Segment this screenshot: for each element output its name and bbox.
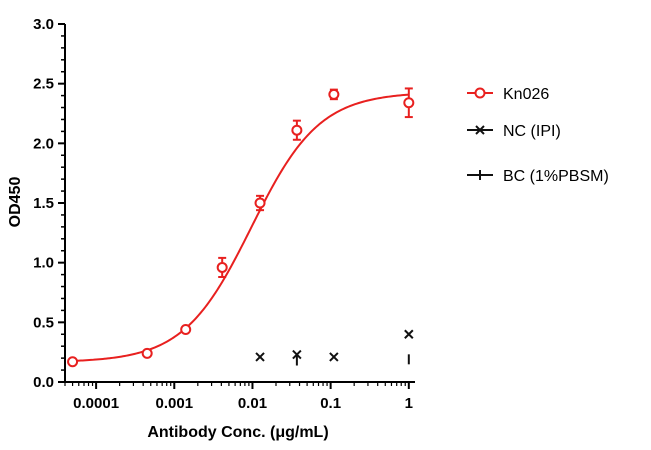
legend-item-nc: NC (IPI) [467,123,561,140]
data-point [404,329,414,339]
data-point [67,356,79,368]
y-axis-title: OD450 [7,177,24,228]
y-tick-label: 3.0 [33,16,54,33]
x-tick-label: 1 [405,395,413,412]
legend-marker-kn026 [474,87,486,99]
legend: Kn026 NC (IPI) BC (1%PBSM) [467,86,609,185]
data-point [216,261,228,273]
y-tick-label: 2.5 [33,76,54,93]
x-tick-label: 0.0001 [73,395,119,412]
series-2 [295,354,410,366]
axes [64,24,415,383]
x-axis-title: Antibody Conc. (μg/mL) [147,424,328,441]
fit-curve [72,93,409,362]
y-tick-label: 0.5 [33,314,54,331]
y-tick-label: 1.5 [33,195,54,212]
ticks: 0.0 0.5 1.0 1.5 2.0 2.5 3.0 0.0001 0.001 0.01 0.1 1 [33,16,413,412]
legend-label-bc: BC (1%PBSM) [503,168,609,185]
series-layer [67,87,415,368]
data-point [180,323,192,335]
series-1 [255,329,414,362]
data-point [255,352,265,362]
legend-label-kn026: Kn026 [503,86,549,103]
y-tick-label: 2.0 [33,135,54,152]
data-point [254,197,266,209]
data-point [403,97,415,109]
series-0 [67,87,415,368]
y-tick-label: 0.0 [33,374,54,391]
x-tick-label: 0.001 [156,395,194,412]
legend-marker-nc [475,125,485,135]
data-point [329,352,339,362]
data-point [328,88,340,100]
legend-item-bc: BC (1%PBSM) [467,168,609,185]
legend-item-kn026: Kn026 [467,86,549,103]
y-tick-label: 1.0 [33,255,54,272]
legend-label-nc: NC (IPI) [503,123,561,140]
data-point [291,124,303,136]
data-point [292,349,302,360]
x-tick-label: 0.1 [320,395,341,412]
data-point [141,347,153,359]
x-tick-label: 0.01 [238,395,267,412]
